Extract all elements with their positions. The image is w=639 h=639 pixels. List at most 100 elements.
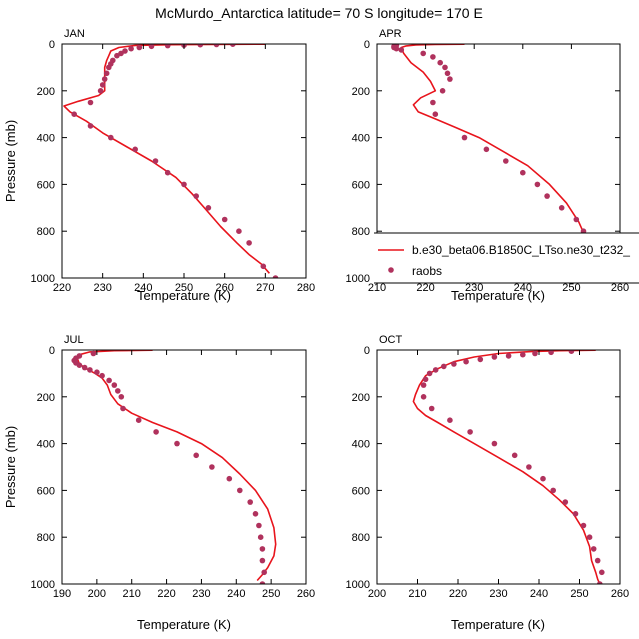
y-tick-label: 800 [37,532,55,544]
y-tick-label: 400 [37,133,55,145]
raobs-point [87,367,93,373]
legend-label-model: b.e30_beta06.B1850C_LTso.ne30_t232_ [412,243,630,257]
raobs-point [580,522,587,529]
y-tick-label: 800 [352,532,370,544]
raobs-point [430,54,436,60]
raobs-point [503,158,509,164]
plot-frame [61,349,307,585]
x-tick-label: 250 [570,588,588,600]
raobs-point [444,70,451,77]
raobs-point [393,45,400,52]
raobs-point [132,146,138,153]
raobs-point [99,372,105,379]
x-tick-label: 260 [611,588,629,600]
raobs-point [90,350,97,357]
y-tick-label: 0 [364,39,370,51]
y-tick-label: 1000 [31,579,55,591]
x-tick-label: 260 [611,282,629,294]
raobs-point [120,405,126,412]
raobs-point [420,382,427,388]
raobs-point [103,70,110,77]
raobs-point [193,193,199,199]
panel-jul: JUL 190 200 210 220 230 240 250 260 0 200 400 600 80… [3,334,315,632]
raobs-point [398,47,405,53]
panel-title: OCT [379,334,403,346]
y-tick-label: 400 [352,133,370,145]
raobs-point [87,123,94,129]
raobs-point [505,353,512,359]
y-axis-label: Pressure (mb) [3,120,18,202]
x-tick-label: 210 [408,588,426,600]
raobs-point [101,76,108,82]
raobs-point [594,557,601,564]
raobs-point [257,534,264,540]
raobs-point [236,228,242,234]
raobs-point [532,350,538,357]
figure-title: McMurdo_Antarctica latitude= 70 S longit… [155,5,483,21]
raobs-point [256,522,262,529]
raobs-point [548,350,554,356]
x-tick-label: 220 [416,282,434,294]
raobs-point [432,111,439,117]
x-tick-label: 220 [449,588,467,600]
raobs-point [544,193,550,199]
raobs-point [426,370,433,377]
raobs-point [259,581,266,584]
raobs-point [586,534,593,540]
raobs-point [573,216,580,223]
x-tick-label: 250 [562,282,580,294]
y-tick-label: 400 [37,439,55,451]
raobs-point [540,475,546,482]
raobs-point [97,88,104,94]
raobs-point [442,64,448,71]
raobs-point [511,452,518,459]
x-tick-label: 240 [227,588,245,600]
raobs-point [259,546,266,552]
panel-oct: OCT 200 210 220 230 240 250 260 0 200 400 600 800 10… [346,334,630,632]
raobs-point [461,134,468,141]
raobs-point [597,581,603,584]
raobs-point [428,405,435,412]
raobs-point [491,440,498,447]
x-axis-label: Temperature (K) [451,617,545,632]
raobs-point [246,240,252,246]
raobs-point [111,382,118,388]
raobs-point [420,394,427,400]
raobs-point [562,499,569,505]
raobs-point [259,557,266,564]
raobs-point [152,158,159,164]
x-tick-label: 230 [192,588,210,600]
raobs-point [226,475,233,482]
x-tick-label: 250 [262,588,280,600]
y-tick-label: 400 [352,439,370,451]
raobs-point [590,546,597,552]
y-tick-label: 200 [352,86,370,98]
raobs-point [221,216,228,223]
legend-marker-swatch [388,267,394,273]
x-tick-label: 210 [123,588,141,600]
x-tick-label: 230 [465,282,483,294]
raobs-point [164,44,171,49]
raobs-point [599,569,605,576]
panel-title: JUL [64,334,84,346]
x-tick-label: 220 [157,588,175,600]
raobs-point [164,169,171,176]
panel-title: APR [379,28,402,40]
raobs-point [447,76,453,82]
y-axis-label: Pressure (mb) [3,426,18,508]
raobs-point [261,569,268,576]
raobs-point [272,275,279,278]
raobs-point [148,44,155,50]
raobs-point [451,361,457,367]
y-tick-label: 1000 [346,273,370,285]
raobs-point [136,44,143,51]
raobs-point [483,146,490,153]
legend-background [374,233,639,283]
x-tick-label: 190 [53,588,71,600]
x-axis-label: Temperature (K) [137,288,231,303]
raobs-point [526,464,532,470]
raobs-point [71,111,77,117]
raobs-point [106,377,112,384]
raobs-point [230,44,236,47]
raobs-point [447,417,453,424]
